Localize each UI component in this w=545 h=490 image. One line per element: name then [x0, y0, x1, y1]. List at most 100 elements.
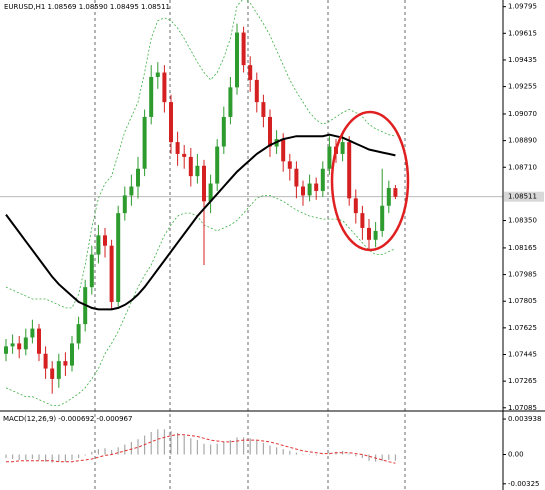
macd-bar: [229, 440, 231, 455]
candle-body: [70, 343, 74, 366]
macd-bar: [309, 454, 311, 456]
candle-body: [103, 235, 107, 246]
candle-body: [380, 205, 385, 231]
candle-body: [235, 32, 239, 88]
macd-bar: [91, 451, 93, 455]
candle-body: [195, 165, 200, 177]
candle-body: [327, 146, 332, 169]
candle-body: [122, 195, 127, 214]
macd-tick-label: -0.00325: [508, 480, 539, 488]
macd-bar: [25, 454, 27, 460]
y-tick-label: 1.07085: [508, 404, 537, 412]
candle-body: [373, 230, 378, 240]
macd-bar: [295, 452, 297, 455]
candle-body: [50, 368, 55, 379]
macd-bar: [111, 450, 113, 455]
y-tick-label: 1.07445: [508, 350, 537, 358]
macd-bar: [58, 454, 60, 462]
macd-bar: [104, 448, 106, 455]
y-tick-label: 1.08710: [508, 163, 537, 171]
candle-body: [202, 165, 206, 202]
candle-body: [386, 187, 391, 206]
macd-bar: [183, 435, 185, 455]
chart-header: EURUSD,H1 1.08569 1.08590 1.08495 1.0851…: [4, 3, 170, 11]
candle-body: [17, 343, 22, 350]
macd-bar: [203, 443, 205, 455]
macd-bar: [216, 443, 218, 455]
separators: [94, 0, 406, 490]
macd-bar: [315, 454, 317, 456]
candle-body: [301, 186, 305, 196]
candle-body: [314, 183, 319, 191]
macd-bar: [381, 454, 383, 461]
macd-bar: [282, 449, 284, 455]
macd-bar: [355, 454, 357, 457]
candle-body: [215, 146, 220, 184]
macd-bar: [38, 454, 40, 460]
plot-area: [4, 0, 398, 464]
macd-bar: [196, 440, 198, 455]
macd-bar: [368, 454, 370, 461]
macd-bar: [5, 454, 7, 459]
candle-body: [208, 183, 213, 202]
candle-body: [340, 142, 345, 154]
macd-bar: [130, 441, 132, 455]
macd-bar: [124, 444, 126, 455]
y-tick-label: 1.08890: [508, 137, 537, 145]
candle-body: [136, 168, 140, 187]
macd-tick-label: 0.003938: [508, 415, 541, 423]
macd-bar: [71, 454, 73, 460]
candle-body: [347, 142, 352, 199]
y-tick-label: 1.08350: [508, 217, 537, 225]
macd-bar: [302, 454, 304, 456]
current-price-label: 1.08511: [508, 193, 537, 201]
current-price-box: [504, 191, 544, 202]
macd-bar: [170, 431, 172, 455]
macd-bar: [18, 454, 20, 460]
macd-title: MACD(12,26,9) -0.000692 -0.000967: [3, 415, 132, 423]
macd-bar: [157, 429, 159, 455]
macd-bar: [328, 452, 330, 455]
macd-bar: [137, 439, 139, 455]
macd-bar: [388, 454, 390, 460]
macd-bar: [64, 454, 66, 462]
macd-bar: [236, 437, 238, 455]
candle-body: [182, 153, 187, 157]
candle-body: [56, 361, 61, 379]
highlight-circle: [330, 110, 410, 252]
macd-bar: [262, 442, 264, 455]
y-tick-label: 1.07985: [508, 271, 537, 279]
macd-bar: [31, 454, 33, 460]
y-tick-label: 1.07805: [508, 297, 537, 305]
candle-body: [320, 168, 325, 191]
y-tick-label: 1.09615: [508, 29, 537, 37]
macd-bar: [210, 444, 212, 455]
y-tick-label: 1.09255: [508, 83, 537, 91]
candle-body: [129, 186, 134, 196]
macd-bar: [348, 453, 350, 455]
candle-body: [149, 76, 154, 117]
moving-average: [5, 133, 396, 311]
candle-body: [221, 116, 226, 147]
candle-body: [287, 161, 292, 169]
candle-body: [4, 346, 8, 354]
macd-bar: [190, 438, 192, 455]
macd-bar: [394, 454, 396, 461]
macd-bar: [276, 447, 278, 455]
macd-bar: [361, 454, 363, 459]
candle-body: [30, 328, 35, 338]
candle-body: [241, 32, 246, 66]
macd-bar: [163, 429, 165, 455]
macd-bar: [289, 450, 291, 455]
macd-bar: [45, 454, 47, 462]
y-tick-label: 1.09795: [508, 3, 537, 11]
band-upper: [5, 0, 396, 309]
macd-tick-label: 0.00: [508, 451, 524, 459]
macd-bar: [51, 454, 53, 463]
candle-body: [76, 324, 81, 344]
candle-body: [63, 361, 68, 366]
candle-body: [261, 102, 266, 117]
macd-bar: [322, 454, 324, 456]
candle-body: [96, 235, 101, 255]
